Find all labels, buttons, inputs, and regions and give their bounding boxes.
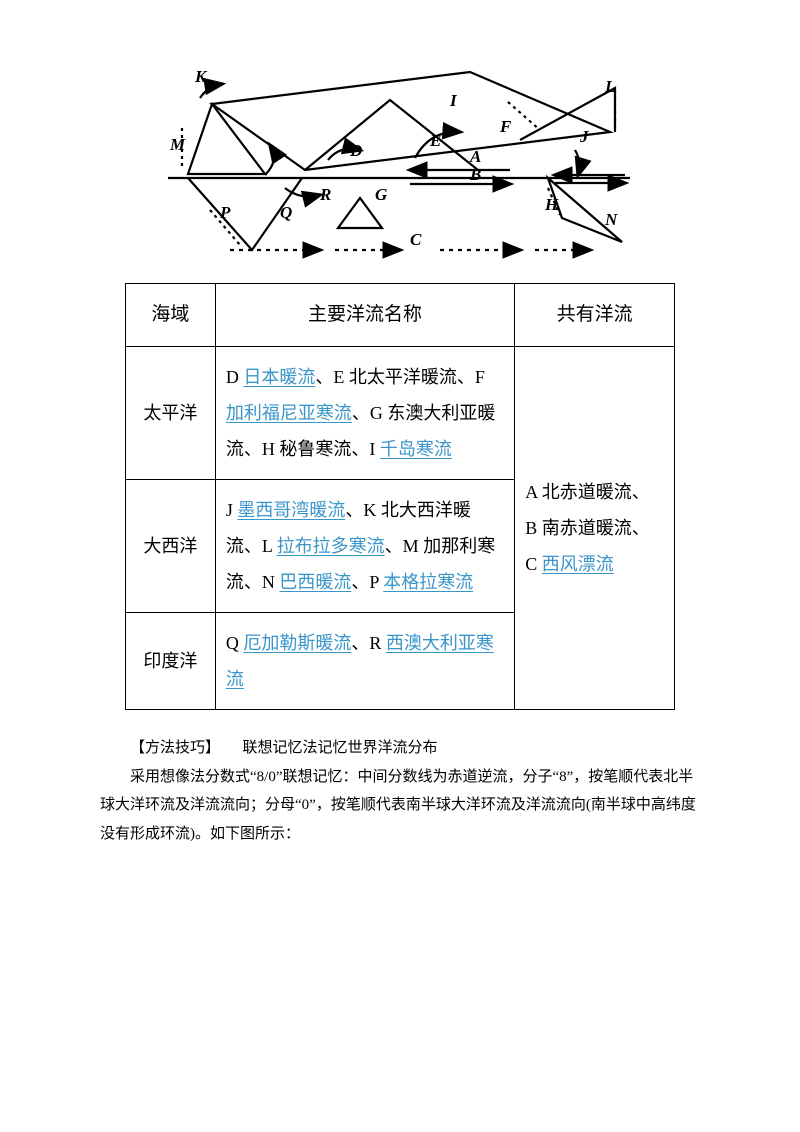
header-main: 主要洋流名称 (215, 284, 514, 347)
method-heading: 【方法技巧】 联想记忆法记忆世界洋流分布 (100, 734, 700, 763)
region-cell: 太平洋 (126, 347, 216, 480)
currents-cell: Q 厄加勒斯暖流、R 西澳大利亚寒流 (215, 613, 514, 710)
svg-text:H: H (544, 195, 559, 214)
svg-text:R: R (319, 185, 331, 204)
svg-text:L: L (604, 77, 615, 96)
svg-text:K: K (194, 67, 208, 86)
svg-text:B: B (469, 165, 481, 184)
region-cell: 印度洋 (126, 613, 216, 710)
svg-text:I: I (449, 91, 458, 110)
ocean-currents-table: 海域 主要洋流名称 共有洋流 太平洋 D 日本暖流、E 北太平洋暖流、F 加利福… (125, 283, 675, 710)
header-region: 海域 (126, 284, 216, 347)
currents-cell: D 日本暖流、E 北太平洋暖流、F 加利福尼亚寒流、G 东澳大利亚暖流、H 秘鲁… (215, 347, 514, 480)
region-cell: 大西洋 (126, 480, 216, 613)
svg-text:Q: Q (280, 203, 292, 222)
ocean-current-diagram: K L I F M D E A J B P Q R G H N C (160, 60, 640, 265)
svg-text:A: A (469, 147, 481, 166)
method-label: 【方法技巧】 (130, 740, 213, 756)
svg-text:N: N (604, 210, 618, 229)
svg-text:F: F (499, 117, 512, 136)
table-header-row: 海域 主要洋流名称 共有洋流 (126, 284, 675, 347)
svg-text:D: D (349, 141, 362, 160)
method-paragraph: 采用想像法分数式“8/0”联想记忆：中间分数线为赤道逆流，分子“8”，按笔顺代表… (100, 763, 700, 849)
svg-text:G: G (375, 185, 388, 204)
currents-cell: J 墨西哥湾暖流、K 北大西洋暖流、L 拉布拉多寒流、M 加那利寒流、N 巴西暖… (215, 480, 514, 613)
svg-text:M: M (169, 135, 186, 154)
method-title-text: 联想记忆法记忆世界洋流分布 (243, 740, 438, 756)
header-shared: 共有洋流 (515, 284, 675, 347)
svg-text:C: C (410, 230, 422, 249)
svg-text:E: E (429, 131, 441, 150)
svg-text:J: J (579, 127, 589, 146)
shared-currents-cell: A 北赤道暖流、B 南赤道暖流、C 西风漂流 (515, 347, 675, 710)
table-row: 太平洋 D 日本暖流、E 北太平洋暖流、F 加利福尼亚寒流、G 东澳大利亚暖流、… (126, 347, 675, 480)
svg-text:P: P (219, 203, 231, 222)
